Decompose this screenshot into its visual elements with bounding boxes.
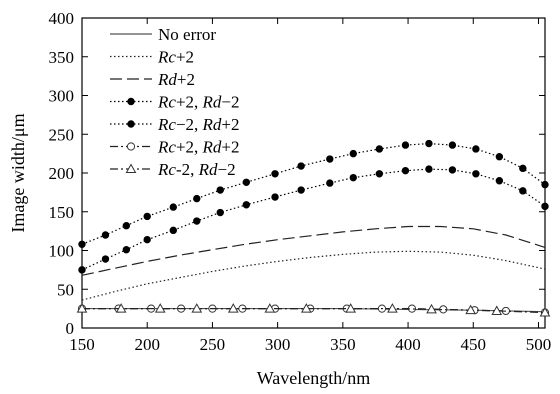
series-4-point-16 [472, 170, 480, 178]
series-3-point-17 [495, 153, 504, 161]
y-axis-title: Image width/μm [8, 113, 28, 232]
series-3-point-16 [472, 145, 480, 153]
series-6-point-3 [191, 303, 203, 313]
series-3-point-6 [216, 186, 224, 194]
series-layer [76, 139, 551, 317]
y-tick-label-0: 0 [66, 319, 75, 338]
y-tick-label-6: 300 [49, 87, 75, 106]
series-3-point-10 [326, 155, 334, 163]
legend-label-1: Rc+2 [157, 48, 194, 67]
y-tick-label-4: 200 [49, 164, 75, 183]
x-tick-label-5: 400 [395, 335, 421, 354]
plot-area: 150 200 250 300 350 400 450 500 0 50 100 150 200 250 3… [49, 9, 552, 354]
series-3-point-2 [122, 222, 131, 230]
series-6-point-1 [115, 303, 127, 313]
legend-marker-3 [127, 97, 135, 106]
y-tick-label-5: 250 [49, 125, 75, 144]
series-3-point-8 [271, 170, 279, 178]
series-4-point-0 [78, 266, 86, 274]
series-3 [78, 139, 549, 249]
series-4-point-2 [122, 246, 131, 254]
y-tick-label-2: 100 [49, 242, 75, 261]
legend-label-6: Rc-2, Rd−2 [157, 160, 236, 179]
legend-marker-5 [126, 142, 136, 151]
x-tick-label-6: 450 [461, 335, 487, 354]
series-3-point-9 [297, 162, 305, 170]
series-4-point-19 [541, 202, 549, 211]
series-3-point-13 [401, 141, 410, 149]
series-4-point-11 [349, 173, 357, 182]
legend-marker-6 [125, 163, 137, 173]
series-6-point-4 [227, 303, 239, 313]
series-6 [76, 303, 551, 317]
series-3-point-4 [169, 203, 177, 211]
x-axis-title: Wavelength/nm [257, 368, 371, 388]
x-tick-label-4: 350 [330, 335, 356, 354]
legend-label-2: Rd+2 [157, 70, 195, 89]
y-tick-label-7: 350 [49, 48, 75, 67]
legend-label-0: No error [158, 25, 216, 44]
series-4-point-7 [242, 201, 251, 209]
series-3-point-19 [541, 180, 549, 189]
series-6-point-5 [264, 303, 276, 313]
series-4-point-18 [519, 187, 527, 195]
series-3-point-7 [242, 178, 251, 187]
series-3-point-1 [101, 231, 110, 239]
legend-label-3: Rc+2, Rd−2 [157, 93, 240, 112]
series-6-point-7 [345, 303, 357, 313]
series-6-point-10 [465, 304, 477, 315]
series-4-point-4 [169, 226, 177, 235]
series-4-point-9 [297, 186, 305, 194]
series-line-1 [81, 250, 546, 301]
series-4-point-3 [143, 235, 151, 244]
legend-label-5: Rc+2, Rd+2 [157, 138, 240, 157]
y-tick-label-1: 50 [57, 280, 74, 299]
series-3-point-14 [425, 139, 433, 148]
axis-ticks: 150 200 250 300 350 400 450 500 0 50 100 150 200 250 3… [49, 9, 552, 354]
series-4-point-8 [271, 193, 279, 201]
series-3-point-0 [78, 240, 86, 249]
series-3-point-11 [349, 149, 357, 158]
series-3-point-12 [375, 145, 384, 153]
series-6-point-11 [491, 305, 503, 315]
x-tick-label-1: 200 [134, 335, 160, 354]
x-tick-label-3: 300 [265, 335, 291, 354]
series-6-point-8 [387, 303, 398, 313]
series-3-point-18 [519, 164, 527, 173]
y-tick-label-3: 150 [49, 203, 75, 222]
series-3-point-5 [193, 194, 201, 203]
series-6-point-12 [539, 306, 551, 317]
series-4-point-12 [375, 170, 384, 178]
series-6-point-6 [300, 303, 312, 313]
series-4-point-5 [193, 217, 201, 225]
series-3-point-3 [143, 212, 151, 221]
series-4-point-14 [425, 165, 433, 173]
x-tick-label-0: 150 [69, 335, 95, 354]
series-6-point-0 [76, 303, 88, 313]
series-4-point-10 [326, 179, 334, 187]
x-tick-label-2: 250 [200, 335, 226, 354]
x-tick-label-7: 500 [526, 335, 552, 354]
series-4-point-15 [448, 166, 457, 174]
y-tick-label-8: 400 [49, 9, 75, 28]
series-line-4 [81, 168, 546, 271]
series-4-point-1 [101, 255, 110, 263]
series-4-point-6 [216, 208, 224, 217]
series-4 [78, 165, 549, 274]
series-2 [81, 225, 546, 276]
legend: No error Rc+2 Rd+2 Rc+2, Rd−2 Rc−2, Rd+2 Rc+2… [110, 25, 240, 179]
series-4-point-13 [401, 166, 410, 175]
series-1 [81, 250, 546, 301]
legend-label-4: Rc−2, Rd+2 [157, 115, 240, 134]
series-line-2 [81, 225, 546, 276]
series-6-point-2 [154, 303, 166, 313]
legend-marker-4 [127, 120, 135, 128]
series-4-point-17 [495, 177, 504, 185]
series-6-point-9 [426, 303, 437, 314]
series-3-point-15 [448, 141, 457, 149]
